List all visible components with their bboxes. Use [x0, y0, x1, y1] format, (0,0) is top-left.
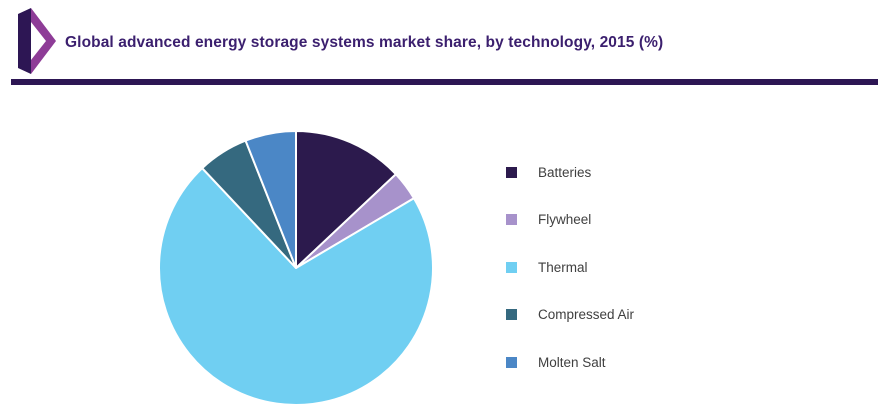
legend-item-thermal: Thermal [506, 253, 634, 281]
legend: Batteries Flywheel Thermal Compressed Air Mo… [506, 158, 634, 396]
legend-item-batteries: Batteries [506, 158, 634, 186]
legend-swatch-thermal [506, 261, 517, 273]
pie-slice-molten-salt [244, 130, 297, 269]
pie-slice-batteries [295, 130, 397, 269]
legend-swatch-flywheel [506, 214, 517, 225]
legend-swatch-batteries [506, 166, 517, 178]
chart-title: Global advanced energy storage systems m… [65, 34, 664, 51]
legend-label-molten-salt: Molten Salt [538, 354, 606, 370]
legend-item-compressed-air: Compressed Air [506, 301, 634, 329]
legend-label-compressed-air: Compressed Air [538, 307, 635, 322]
header: Global advanced energy storage systems m… [0, 0, 891, 92]
legend-swatch-molten-salt [506, 356, 517, 368]
brand-logo-dark-shape [18, 8, 31, 74]
legend-item-molten-salt: Molten Salt [506, 348, 634, 376]
title-underline [11, 79, 878, 85]
pie-slice-thermal [158, 167, 434, 407]
legend-label-flywheel: Flywheel [538, 212, 592, 227]
pie-chart [158, 130, 434, 407]
legend-swatch-compressed-air [506, 309, 517, 320]
legend-label-thermal: Thermal [538, 259, 588, 275]
brand-logo [18, 8, 56, 74]
legend-item-flywheel: Flywheel [506, 206, 634, 234]
brand-logo-notch [31, 22, 46, 60]
legend-label-batteries: Batteries [538, 164, 592, 180]
